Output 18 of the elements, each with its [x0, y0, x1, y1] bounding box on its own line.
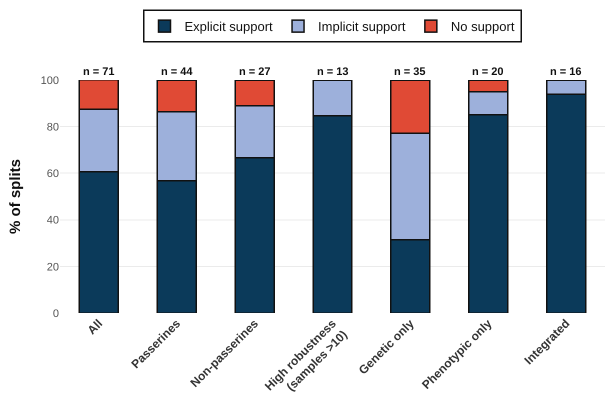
y-axis-title: % of splits [7, 158, 24, 234]
legend-label: No support [450, 19, 515, 34]
y-tick-label: 0 [52, 308, 59, 320]
y-tick-label: 60 [46, 168, 59, 180]
x-tick-label: All [84, 316, 106, 338]
legend-label: Implicit support [318, 19, 406, 34]
y-tick-label: 80 [46, 121, 59, 134]
annotation: n = 35 [394, 66, 426, 78]
legend-label: Explicit support [184, 19, 274, 34]
y-tick-label: 40 [46, 214, 59, 227]
annotation: n = 71 [83, 66, 114, 78]
annotation: n = 44 [161, 66, 194, 78]
annotation: n = 20 [472, 66, 504, 78]
annotation: n = 13 [317, 66, 348, 78]
annotation: n = 27 [239, 66, 270, 78]
y-tick-label: 100 [40, 74, 59, 87]
annotation: n = 16 [550, 66, 582, 78]
y-tick-label: 20 [46, 261, 59, 274]
